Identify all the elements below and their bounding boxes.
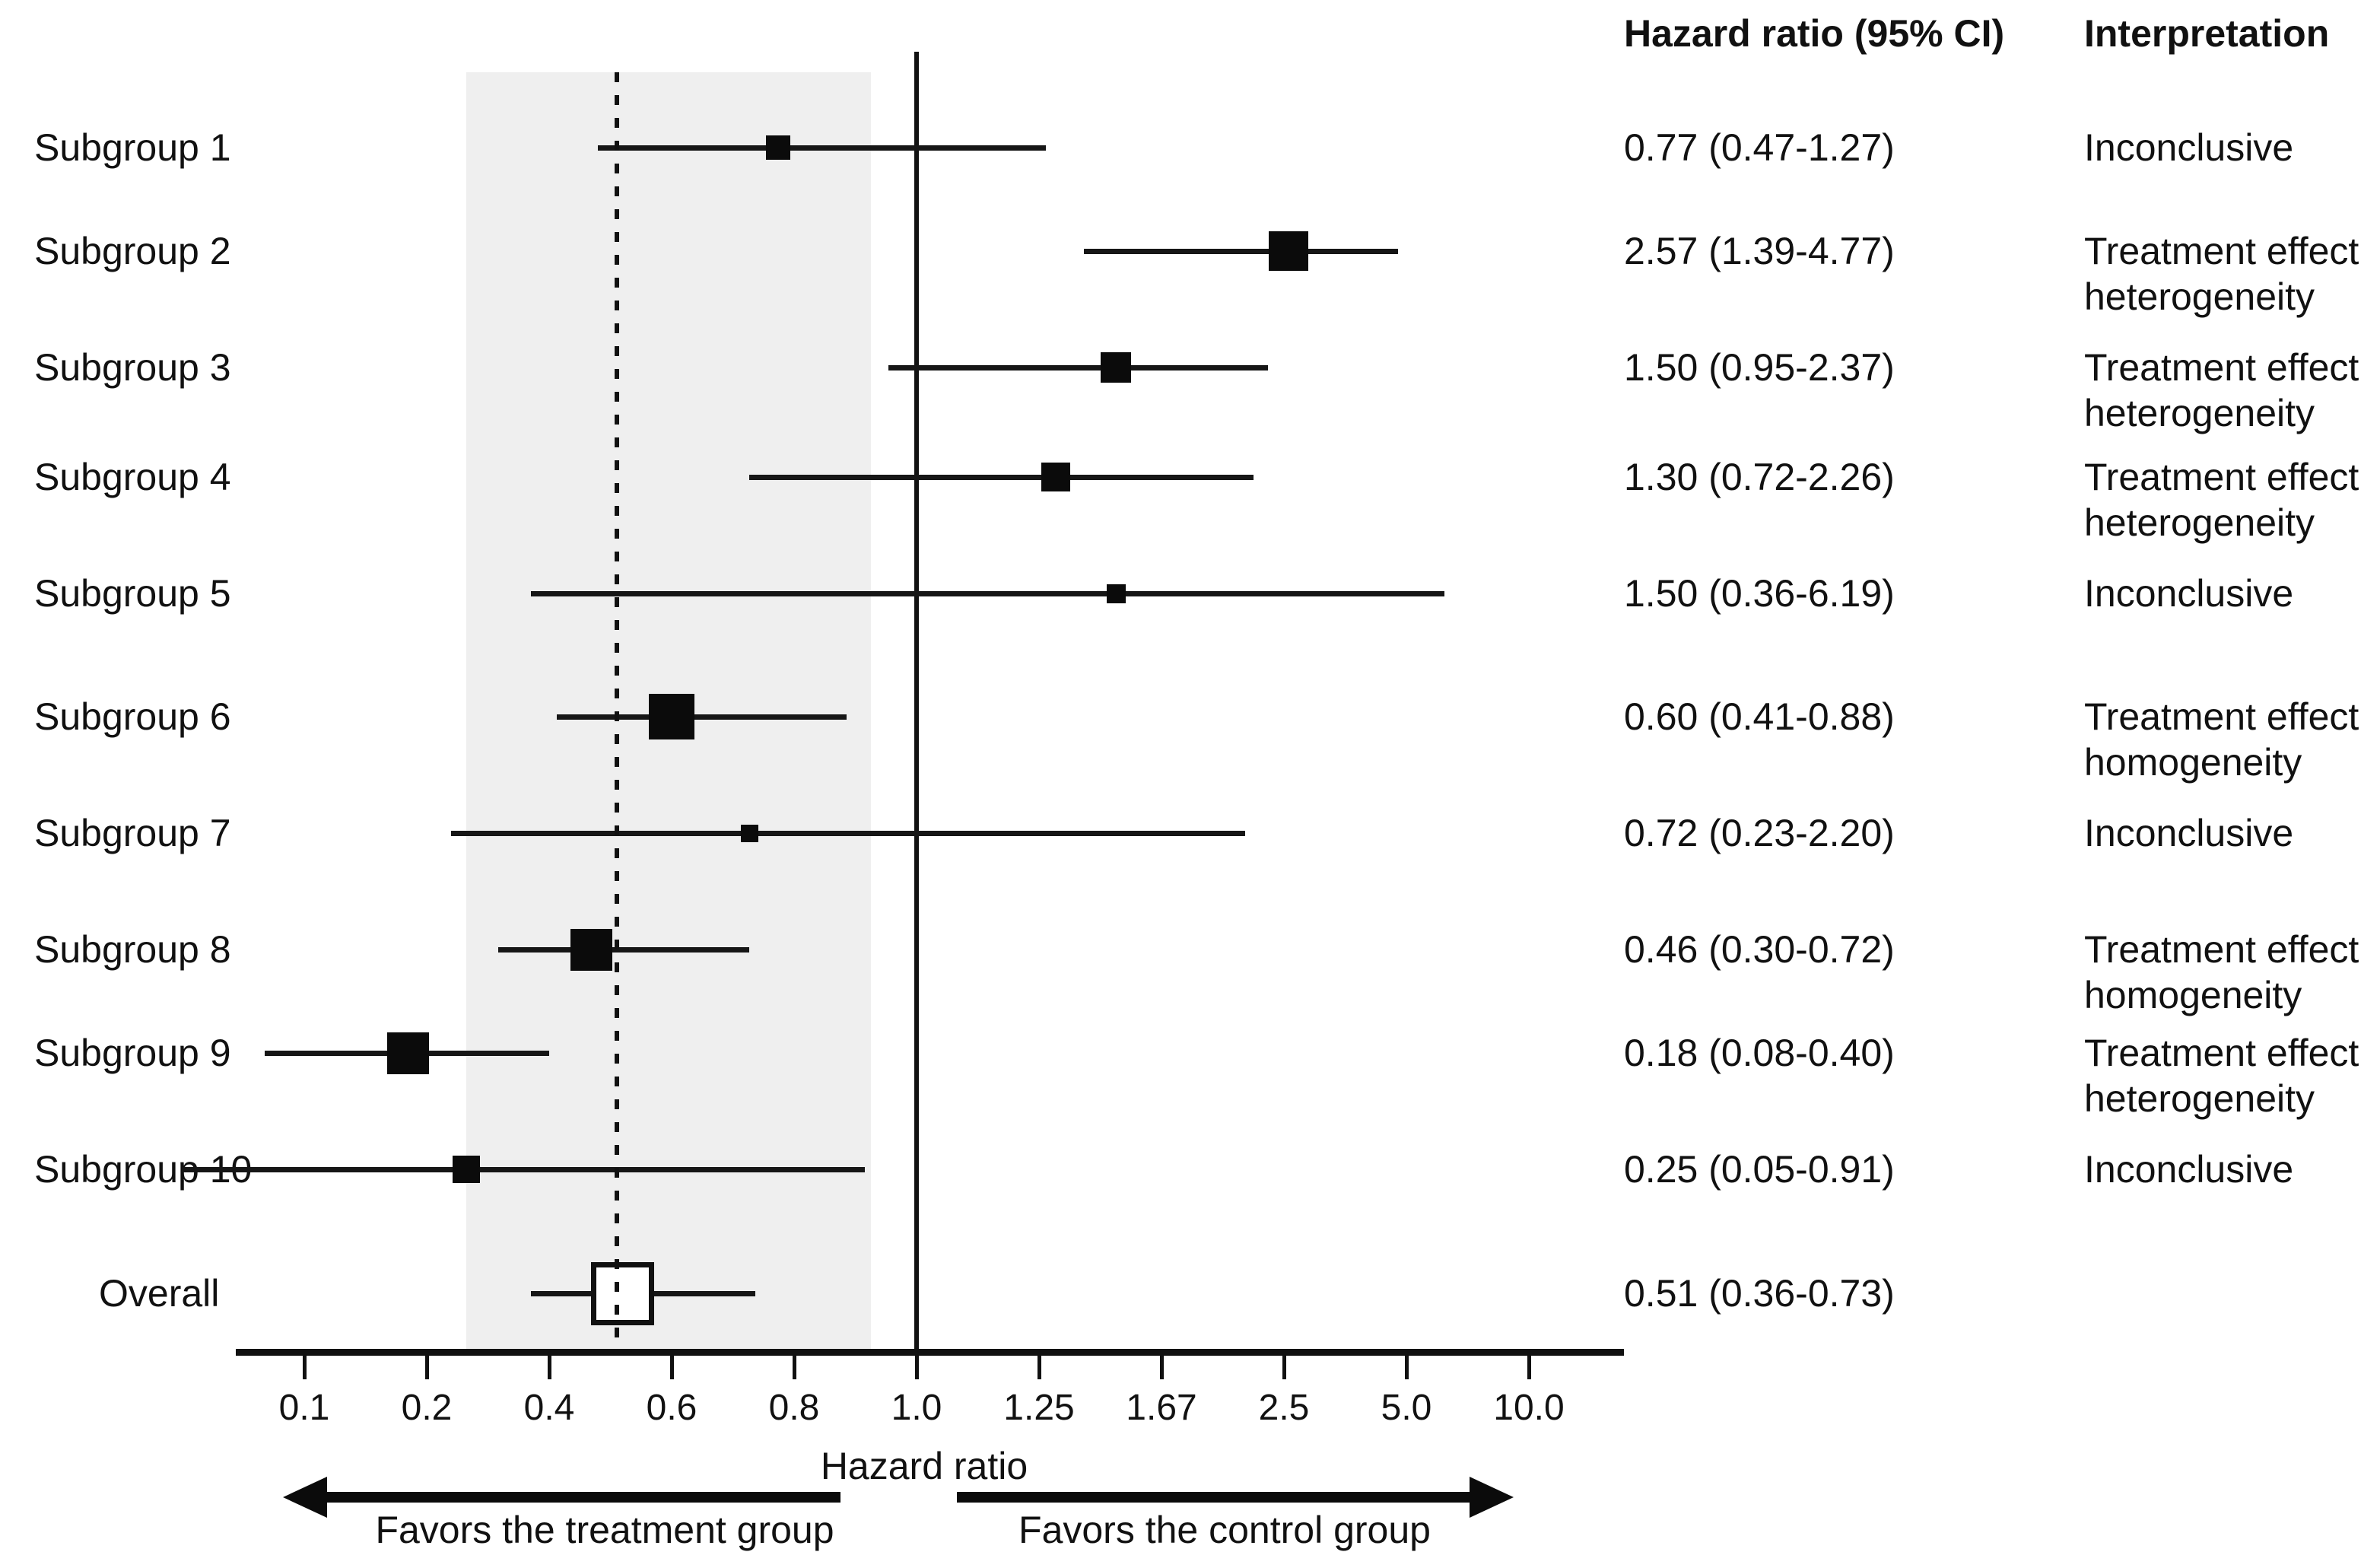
effect-marker: [452, 1156, 480, 1183]
hr-ci-value: 2.57 (1.39-4.77): [1624, 230, 1895, 272]
axis-tick: [670, 1352, 674, 1379]
interpretation-value: Inconclusive: [2084, 572, 2294, 615]
hr-ci-value: 0.72 (0.23-2.20): [1624, 812, 1895, 854]
axis-tick-label: 0.2: [401, 1388, 453, 1428]
axis-tick-label: 0.1: [278, 1388, 330, 1428]
row-label: Subgroup 4: [34, 456, 231, 498]
ci-line: [598, 145, 1046, 151]
hr-ci-value: 1.50 (0.36-6.19): [1624, 572, 1895, 615]
axis-tick-label: 5.0: [1381, 1388, 1432, 1428]
interpretation-value: Treatment effect homogeneity: [2084, 695, 2359, 784]
right-arrowhead-icon: [1470, 1477, 1514, 1518]
effect-marker: [740, 824, 758, 842]
hr-ci-value: 0.18 (0.08-0.40): [1624, 1032, 1895, 1074]
effect-marker: [649, 694, 694, 739]
interpretation-value: Treatment effect heterogeneity: [2084, 1032, 2359, 1120]
hr-ci-value: 0.46 (0.30-0.72): [1624, 928, 1895, 971]
ci-line: [182, 1167, 865, 1172]
axis-tick: [548, 1352, 551, 1379]
axis-tick-label: 0.6: [646, 1388, 697, 1428]
effect-marker: [1269, 231, 1309, 271]
axis-tick: [303, 1352, 307, 1379]
axis-tick: [1282, 1352, 1286, 1379]
ci-line: [888, 365, 1268, 371]
interpretation-header: Interpretation: [2084, 12, 2330, 55]
hr-ci-value: 1.50 (0.95-2.37): [1624, 346, 1895, 389]
effect-marker: [765, 135, 790, 160]
ci-line: [1084, 249, 1399, 254]
overall-marker: [590, 1261, 654, 1325]
axis-tick-label: 1.0: [891, 1388, 942, 1428]
hr-ci-value: 1.30 (0.72-2.26): [1624, 456, 1895, 498]
ci-line: [530, 591, 1444, 596]
row-label: Subgroup 8: [34, 928, 231, 971]
row-label: Subgroup 6: [34, 695, 231, 738]
axis-tick: [1037, 1352, 1041, 1379]
x-axis-line: [236, 1349, 1624, 1356]
row-label: Overall: [99, 1272, 220, 1315]
axis-tick-label: 0.4: [523, 1388, 575, 1428]
ci-line: [498, 947, 750, 953]
axis-tick-label: 0.8: [768, 1388, 820, 1428]
effect-marker: [387, 1032, 430, 1074]
row-label: Subgroup 1: [34, 126, 231, 169]
interpretation-value: Inconclusive: [2084, 812, 2294, 854]
row-label: Subgroup 9: [34, 1032, 231, 1074]
axis-tick-label: 10.0: [1493, 1388, 1565, 1428]
effect-marker: [570, 928, 612, 971]
hr-ci-value: 0.25 (0.05-0.91): [1624, 1148, 1895, 1191]
ci-line: [556, 714, 847, 720]
axis-tick: [425, 1352, 429, 1379]
interpretation-value: Treatment effect heterogeneity: [2084, 346, 2359, 434]
effect-marker: [1041, 463, 1070, 491]
hr-ci-value: 0.51 (0.36-0.73): [1624, 1272, 1895, 1315]
favors-control-arrow: [957, 1492, 1471, 1503]
row-label: Subgroup 5: [34, 572, 231, 615]
x-axis-title: Hazard ratio: [820, 1445, 1028, 1487]
favors-treatment-arrow: [326, 1492, 840, 1503]
reference-line-solid: [914, 52, 919, 1352]
axis-tick-label: 2.5: [1258, 1388, 1310, 1428]
axis-tick: [1527, 1352, 1531, 1379]
ci-line: [451, 831, 1245, 836]
interpretation-value: Treatment effect heterogeneity: [2084, 456, 2359, 544]
left-arrowhead-icon: [283, 1477, 327, 1518]
hr-ci-value: 0.77 (0.47-1.27): [1624, 126, 1895, 169]
axis-tick: [793, 1352, 796, 1379]
axis-tick: [915, 1352, 919, 1379]
row-label: Subgroup 3: [34, 346, 231, 389]
favors-treatment-label: Favors the treatment group: [375, 1509, 834, 1551]
axis-tick-label: 1.67: [1126, 1388, 1197, 1428]
ci-line: [749, 475, 1254, 480]
favors-control-label: Favors the control group: [1018, 1509, 1431, 1551]
axis-tick: [1160, 1352, 1164, 1379]
row-label: Subgroup 7: [34, 812, 231, 854]
interpretation-value: Inconclusive: [2084, 126, 2294, 169]
effect-marker: [1106, 584, 1126, 603]
hr-ci-value: 0.60 (0.41-0.88): [1624, 695, 1895, 738]
interpretation-value: Treatment effect heterogeneity: [2084, 230, 2359, 318]
axis-tick-label: 1.25: [1003, 1388, 1075, 1428]
interpretation-value: Treatment effect homogeneity: [2084, 928, 2359, 1016]
row-label: Subgroup 2: [34, 230, 231, 272]
hr-ci-header: Hazard ratio (95% CI): [1624, 12, 2005, 55]
axis-tick: [1405, 1352, 1409, 1379]
reference-line-dotted: [614, 72, 619, 1352]
interpretation-value: Inconclusive: [2084, 1148, 2294, 1191]
effect-marker: [1101, 352, 1132, 383]
